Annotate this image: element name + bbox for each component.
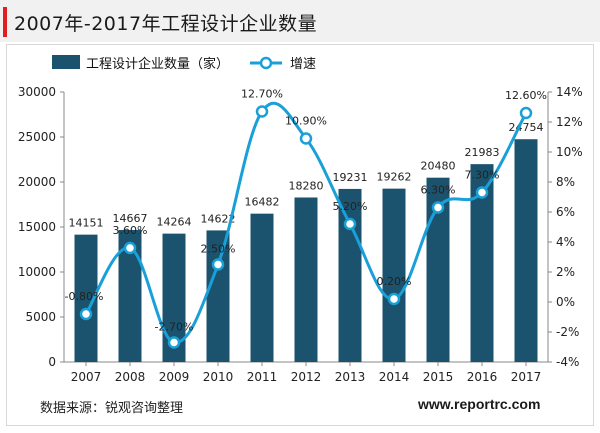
- legend-swatch-marker: [259, 56, 273, 70]
- right-axis-tick-label: 12%: [556, 115, 583, 129]
- right-axis-tick-label: -4%: [556, 355, 579, 369]
- left-axis-tick-label: 10000: [18, 265, 56, 279]
- bar: [74, 234, 98, 362]
- growth-data-label: 2.50%: [201, 243, 236, 256]
- bar: [118, 229, 142, 362]
- growth-point: [475, 186, 489, 199]
- bar-data-label: 14151: [69, 217, 104, 230]
- right-axis-tick-label: 10%: [556, 145, 583, 159]
- right-axis-tick-label: 14%: [556, 85, 583, 99]
- growth-point: [167, 336, 181, 349]
- x-axis-tick-label: 2016: [467, 370, 498, 384]
- bar: [162, 233, 186, 362]
- bar-data-label: 18280: [289, 179, 324, 192]
- growth-data-label: 3.60%: [113, 224, 148, 237]
- right-axis-tick-label: 2%: [556, 265, 575, 279]
- bar: [426, 177, 450, 362]
- bar: [470, 164, 494, 362]
- growth-point: [79, 307, 93, 321]
- left-axis-tick-label: 0: [48, 355, 56, 369]
- legend-label-line: 增速: [290, 57, 316, 72]
- title-bar: [0, 0, 600, 42]
- growth-data-label: 12.60%: [505, 89, 547, 102]
- bar-data-label: 19262: [377, 171, 412, 184]
- right-axis-tick-label: 6%: [556, 205, 575, 219]
- left-axis-tick-label: 20000: [18, 175, 56, 189]
- bar: [294, 197, 318, 362]
- x-axis-tick-label: 2010: [203, 370, 234, 384]
- bar: [250, 213, 274, 362]
- growth-point: [255, 105, 269, 118]
- left-axis-tick-label: 25000: [18, 130, 56, 144]
- bar: [338, 188, 362, 362]
- bar-data-label: 14667: [113, 212, 148, 225]
- x-axis-tick-label: 2012: [291, 370, 322, 384]
- bar-data-label: 14622: [201, 212, 236, 225]
- left-axis-tick-label: 5000: [25, 310, 56, 324]
- bar-data-label: 21983: [465, 146, 500, 159]
- growth-data-label: -2.70%: [155, 321, 194, 334]
- x-axis-tick-label: 2013: [335, 370, 366, 384]
- growth-data-label: 6.30%: [421, 184, 456, 197]
- bar-data-label: 19231: [333, 171, 368, 184]
- bar: [514, 139, 538, 362]
- website-url: www.reportrc.com: [418, 396, 541, 412]
- growth-point: [343, 217, 357, 231]
- growth-data-label: 10.90%: [285, 115, 327, 128]
- x-axis-tick-label: 2011: [247, 370, 278, 384]
- left-axis-tick-label: 30000: [18, 85, 56, 99]
- growth-data-label: 7.30%: [465, 169, 500, 182]
- bar: [382, 188, 406, 362]
- growth-line: [84, 102, 528, 345]
- growth-data-label: 0.20%: [377, 275, 412, 288]
- growth-data-label: -0.80%: [65, 290, 104, 303]
- left-axis-tick-label: 15000: [18, 220, 56, 234]
- page-title: 2007年-2017年工程设计企业数量: [14, 13, 318, 35]
- x-axis-tick-label: 2017: [511, 370, 542, 384]
- bar-data-label: 14264: [157, 216, 192, 229]
- growth-point: [519, 106, 533, 120]
- growth-data-label: 5.20%: [333, 200, 368, 213]
- growth-point: [431, 201, 445, 214]
- growth-point: [211, 258, 225, 271]
- legend-swatch-bar: [52, 55, 80, 69]
- growth-point: [299, 132, 313, 145]
- right-axis-tick-label: 4%: [556, 235, 575, 249]
- x-axis-tick-label: 2014: [379, 370, 410, 384]
- right-axis-tick-label: 8%: [556, 175, 575, 189]
- x-axis-tick-label: 2015: [423, 370, 454, 384]
- growth-point: [387, 292, 401, 306]
- data-source-note: 数据来源：锐观咨询整理: [40, 401, 184, 416]
- right-axis-tick-label: -2%: [556, 325, 579, 339]
- x-axis-tick-label: 2008: [115, 370, 146, 384]
- growth-point: [123, 241, 137, 255]
- growth-data-label: 12.70%: [241, 88, 283, 101]
- x-axis-tick-label: 2007: [71, 370, 102, 384]
- legend-label-bar: 工程设计企业数量（家）: [86, 56, 229, 72]
- right-axis-tick-label: 0%: [556, 295, 575, 309]
- x-axis-tick-label: 2009: [159, 370, 190, 384]
- bar-data-label: 24754: [509, 121, 544, 134]
- title-accent-bar: [3, 7, 7, 37]
- bar-data-label: 16482: [245, 196, 280, 209]
- bar-data-label: 20480: [421, 160, 456, 173]
